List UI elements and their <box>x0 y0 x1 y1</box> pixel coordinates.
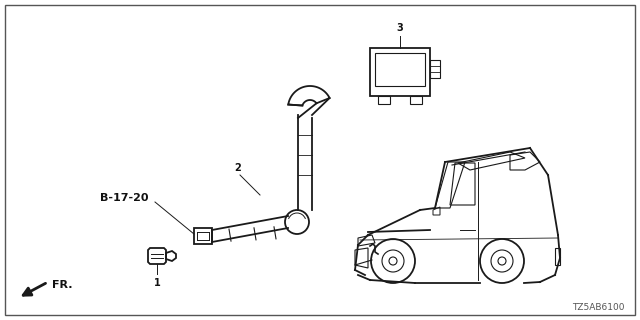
Text: 1: 1 <box>154 278 161 288</box>
Text: 3: 3 <box>397 23 403 33</box>
Text: FR.: FR. <box>52 280 72 290</box>
Text: 2: 2 <box>235 163 241 173</box>
Text: B-17-20: B-17-20 <box>100 193 148 203</box>
Text: TZ5AB6100: TZ5AB6100 <box>573 303 625 312</box>
